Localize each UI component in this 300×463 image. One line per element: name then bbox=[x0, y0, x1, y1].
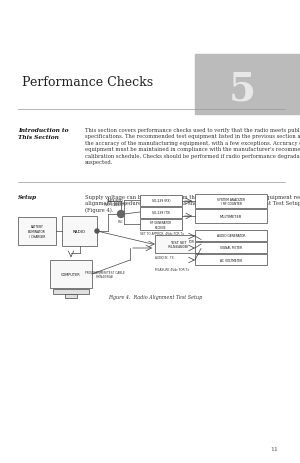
Bar bbox=[140, 219, 182, 231]
Bar bbox=[195, 194, 267, 208]
Bar bbox=[65, 294, 77, 298]
Text: SIGNAL METER: SIGNAL METER bbox=[220, 246, 242, 250]
Text: MULTIMETER: MULTIMETER bbox=[220, 214, 242, 219]
Bar bbox=[140, 207, 182, 219]
Circle shape bbox=[118, 211, 124, 218]
Bar bbox=[140, 195, 182, 206]
Text: PROGRAMMER/TEST CABLE
(RKN4090A): PROGRAMMER/TEST CABLE (RKN4090A) bbox=[85, 270, 125, 279]
Text: BATTERY
ELIMINATOR
/ CHARGER: BATTERY ELIMINATOR / CHARGER bbox=[28, 225, 46, 238]
Bar bbox=[62, 217, 97, 246]
Text: SO-239 (TX): SO-239 (TX) bbox=[152, 211, 170, 215]
Text: Supply voltage can be connected from the battery eliminator. The equipment requi: Supply voltage can be connected from the… bbox=[85, 194, 300, 213]
Text: SET TO APPROX. 4Vdc FOR Tx: SET TO APPROX. 4Vdc FOR Tx bbox=[140, 232, 184, 236]
Bar bbox=[155, 236, 201, 253]
Text: MEASURE 4Vdc FOR Tx: MEASURE 4Vdc FOR Tx bbox=[155, 268, 189, 271]
Text: AUDIO IN   TX: AUDIO IN TX bbox=[155, 256, 174, 259]
Bar bbox=[195, 210, 267, 224]
Text: AUDIO GENERATOR: AUDIO GENERATOR bbox=[217, 234, 245, 238]
Text: FOR: FOR bbox=[189, 239, 195, 244]
Text: RADIO: RADIO bbox=[73, 230, 86, 233]
Bar bbox=[195, 243, 267, 253]
Text: SO-239 (RX): SO-239 (RX) bbox=[152, 199, 170, 203]
Text: RF GENERATOR
RECEIVE: RF GENERATOR RECEIVE bbox=[150, 221, 172, 229]
Text: SYSTEM ANALYZER
/ RF COUNTER: SYSTEM ANALYZER / RF COUNTER bbox=[217, 197, 245, 206]
Text: COMPUTER: COMPUTER bbox=[61, 272, 81, 276]
Text: 5: 5 bbox=[229, 71, 256, 108]
Bar bbox=[18, 218, 56, 245]
Bar bbox=[50, 260, 92, 288]
Text: Setup: Setup bbox=[18, 194, 37, 200]
Text: Figure 4.  Radio Alignment Test Setup: Figure 4. Radio Alignment Test Setup bbox=[108, 294, 202, 299]
Circle shape bbox=[95, 230, 99, 233]
Text: AC VOLTMETER: AC VOLTMETER bbox=[220, 258, 242, 262]
Text: Introduction to
This Section: Introduction to This Section bbox=[18, 128, 68, 139]
Text: TEST SET
(RLN4460B): TEST SET (RLN4460B) bbox=[167, 240, 189, 249]
Bar bbox=[53, 289, 89, 294]
Bar bbox=[195, 231, 267, 242]
Text: Performance Checks: Performance Checks bbox=[22, 75, 153, 88]
Text: This section covers performance checks used to verify that the radio meets publi: This section covers performance checks u… bbox=[85, 128, 300, 165]
Text: BNC: BNC bbox=[118, 219, 124, 224]
Text: 11: 11 bbox=[270, 446, 278, 451]
Text: DATA RING
(NO CONNECT): DATA RING (NO CONNECT) bbox=[104, 198, 126, 207]
Bar bbox=[195, 55, 300, 115]
Bar bbox=[195, 255, 267, 265]
